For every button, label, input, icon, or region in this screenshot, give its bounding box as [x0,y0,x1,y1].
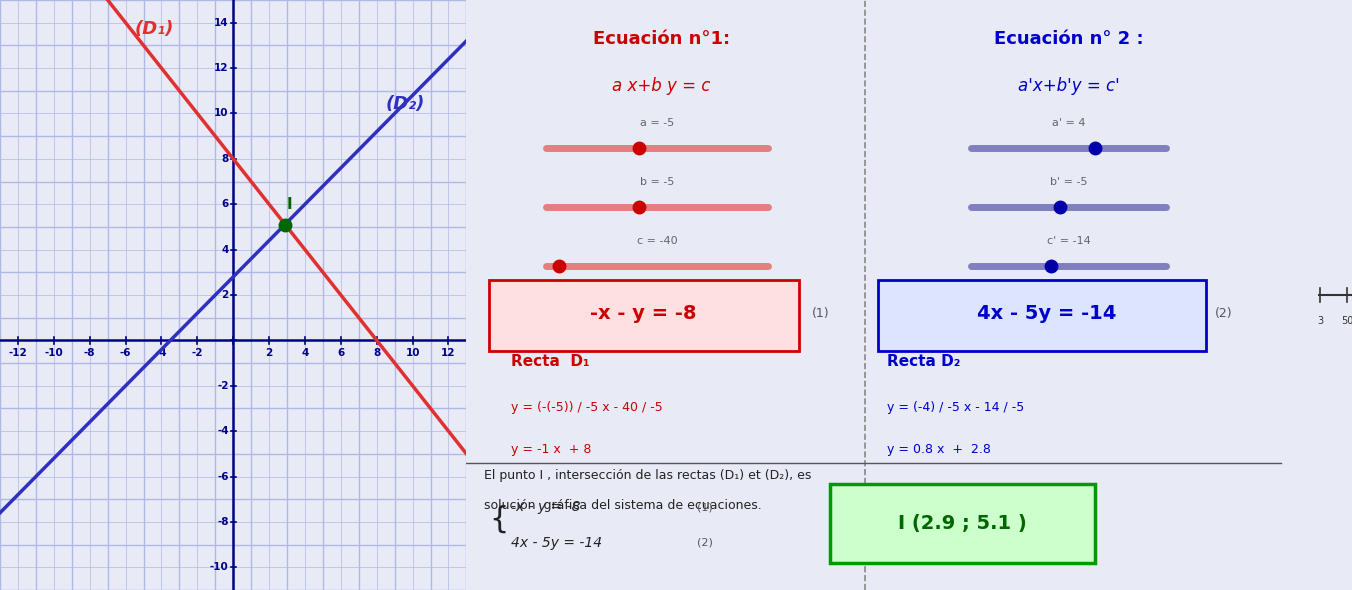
Text: El punto I , intersección de las rectas (D₁) et (D₂), es: El punto I , intersección de las rectas … [484,469,811,482]
Text: c' = -14: c' = -14 [1046,236,1091,246]
FancyBboxPatch shape [830,484,1095,563]
Text: -2: -2 [192,348,203,358]
Text: 6: 6 [337,348,345,358]
Text: -10: -10 [45,348,64,358]
Text: solución  gráfica del sistema de ecuaciones.: solución gráfica del sistema de ecuacion… [484,499,763,512]
Text: Ecuación n° 2 :: Ecuación n° 2 : [994,30,1144,48]
Text: (2): (2) [1214,307,1233,320]
Text: I: I [287,197,292,212]
Text: -6: -6 [120,348,131,358]
Text: y = -1 x  + 8: y = -1 x + 8 [511,442,591,455]
Text: I (2.9 ; 5.1 ): I (2.9 ; 5.1 ) [898,514,1026,533]
Text: (D₂): (D₂) [385,95,425,113]
FancyBboxPatch shape [879,280,1206,351]
Text: -x - y = -8: -x - y = -8 [511,500,580,514]
Text: 14: 14 [214,18,228,28]
Text: y = (-(-5)) / -5 x - 40 / -5: y = (-(-5)) / -5 x - 40 / -5 [511,401,662,414]
Text: 12: 12 [441,348,456,358]
Text: Ecuación n°1:: Ecuación n°1: [592,30,730,48]
Text: (1): (1) [811,307,829,320]
Text: a'x+b'y = c': a'x+b'y = c' [1018,77,1119,95]
Text: 3: 3 [1317,316,1324,326]
Text: -12: -12 [8,348,27,358]
Text: b' = -5: b' = -5 [1051,177,1087,187]
Text: (2): (2) [696,538,713,548]
Text: -4: -4 [218,426,228,436]
Text: -10: -10 [210,562,228,572]
Text: 2: 2 [265,348,273,358]
Text: -6: -6 [218,471,228,481]
Text: (D₁): (D₁) [135,20,174,38]
Text: c = -40: c = -40 [637,236,677,246]
Text: 8: 8 [373,348,380,358]
Text: a x+b y = c: a x+b y = c [612,77,710,95]
Text: 12: 12 [214,63,228,73]
Text: 4: 4 [222,245,228,255]
Text: Recta  D₁: Recta D₁ [511,354,589,369]
Text: 4x - 5y = -14: 4x - 5y = -14 [976,304,1117,323]
Text: 10: 10 [214,109,228,119]
Text: 4x - 5y = -14: 4x - 5y = -14 [511,536,602,550]
Text: 50: 50 [1341,316,1352,326]
Text: -2: -2 [218,381,228,391]
Text: y = (-4) / -5 x - 14 / -5: y = (-4) / -5 x - 14 / -5 [887,401,1025,414]
Text: -8: -8 [84,348,96,358]
Text: -x - y = -8: -x - y = -8 [591,304,696,323]
Text: 8: 8 [222,154,228,164]
Text: 6: 6 [222,199,228,209]
Text: 4: 4 [301,348,308,358]
FancyBboxPatch shape [488,280,799,351]
Text: $\{$: $\{$ [489,503,506,535]
Text: Recta D₂: Recta D₂ [887,354,960,369]
Text: -4: -4 [155,348,168,358]
Text: y = 0.8 x  +  2.8: y = 0.8 x + 2.8 [887,442,991,455]
Text: a = -5: a = -5 [639,118,673,128]
Text: a' = 4: a' = 4 [1052,118,1086,128]
Text: -8: -8 [218,517,228,527]
Text: 2: 2 [222,290,228,300]
Text: b = -5: b = -5 [639,177,675,187]
Text: (1): (1) [696,503,713,512]
Text: 10: 10 [406,348,420,358]
